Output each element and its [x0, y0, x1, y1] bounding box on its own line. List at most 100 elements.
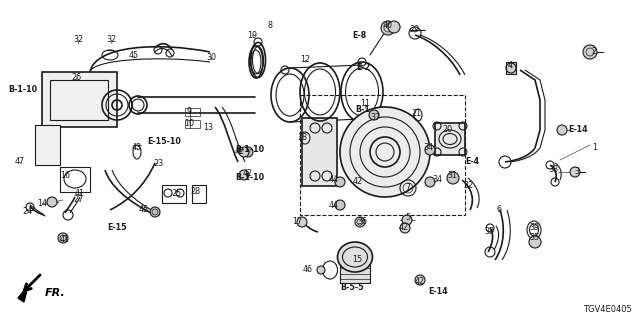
Bar — [340, 265, 370, 283]
Circle shape — [243, 147, 253, 157]
Circle shape — [415, 275, 425, 285]
Bar — [42, 72, 117, 127]
Text: 6: 6 — [497, 204, 502, 213]
Text: E-14: E-14 — [428, 286, 447, 295]
Circle shape — [297, 217, 307, 227]
Text: 15: 15 — [352, 255, 362, 265]
Text: 34: 34 — [432, 175, 442, 185]
Text: 3: 3 — [575, 167, 579, 177]
Text: 31: 31 — [447, 172, 457, 180]
Text: 25: 25 — [172, 188, 182, 197]
Bar — [60, 167, 90, 192]
Circle shape — [47, 197, 57, 207]
Text: 7: 7 — [405, 183, 411, 193]
Text: 1: 1 — [593, 143, 598, 153]
Bar — [300, 95, 465, 215]
Polygon shape — [18, 286, 28, 302]
Text: 34: 34 — [423, 143, 433, 153]
Text: 40: 40 — [383, 21, 393, 30]
Text: 36: 36 — [357, 218, 367, 227]
Bar — [192, 185, 206, 203]
Text: 17: 17 — [292, 218, 302, 227]
Text: 47: 47 — [15, 157, 25, 166]
Text: 22: 22 — [464, 180, 474, 189]
Text: 32: 32 — [73, 36, 83, 44]
Text: E-2: E-2 — [356, 63, 371, 73]
Text: 21: 21 — [411, 108, 421, 117]
Text: B-1: B-1 — [355, 106, 370, 115]
Circle shape — [529, 236, 541, 248]
Text: 43: 43 — [132, 143, 142, 153]
Text: 19: 19 — [247, 30, 257, 39]
Circle shape — [355, 217, 365, 227]
Text: 32: 32 — [106, 36, 116, 44]
Bar — [50, 80, 108, 120]
Text: 5: 5 — [405, 213, 411, 222]
Text: 2: 2 — [591, 47, 596, 57]
Text: 29: 29 — [409, 26, 419, 35]
Text: 39: 39 — [529, 223, 539, 233]
Circle shape — [239, 170, 249, 180]
Text: 13: 13 — [203, 123, 213, 132]
Circle shape — [402, 215, 412, 225]
Text: 11: 11 — [360, 100, 370, 108]
Text: 42: 42 — [415, 276, 425, 285]
Circle shape — [400, 223, 410, 233]
Circle shape — [583, 45, 597, 59]
Text: 46: 46 — [303, 266, 313, 275]
Text: E-15-10: E-15-10 — [147, 137, 181, 146]
Circle shape — [388, 21, 400, 33]
Text: 12: 12 — [300, 55, 310, 65]
Circle shape — [58, 233, 68, 243]
Bar — [435, 123, 465, 155]
Text: 45: 45 — [139, 205, 149, 214]
Bar — [185, 108, 200, 116]
Text: E-15: E-15 — [107, 223, 127, 233]
Text: 42: 42 — [235, 148, 245, 156]
Text: 42: 42 — [243, 170, 253, 179]
Text: 8: 8 — [268, 21, 273, 30]
Text: 26: 26 — [71, 74, 81, 83]
Text: 41: 41 — [60, 236, 70, 244]
Text: 37: 37 — [370, 113, 380, 122]
Text: FR.: FR. — [45, 288, 66, 298]
Text: 44: 44 — [329, 175, 339, 185]
Text: TGV4E0405: TGV4E0405 — [583, 305, 632, 314]
Text: 24: 24 — [22, 206, 32, 215]
Text: B-1-10: B-1-10 — [235, 172, 264, 181]
Bar — [35, 125, 60, 165]
Text: 23: 23 — [153, 158, 163, 167]
Text: 42: 42 — [399, 223, 409, 233]
Text: 41: 41 — [75, 188, 85, 197]
Text: 10: 10 — [184, 119, 194, 129]
Circle shape — [317, 266, 325, 274]
Text: E-14: E-14 — [568, 124, 588, 133]
Circle shape — [335, 200, 345, 210]
Circle shape — [557, 125, 567, 135]
Text: E-4: E-4 — [465, 156, 479, 165]
Text: 4: 4 — [508, 60, 513, 69]
Text: 20: 20 — [442, 124, 452, 133]
Circle shape — [570, 167, 580, 177]
Text: B-1-10: B-1-10 — [8, 84, 37, 93]
Text: 38: 38 — [548, 165, 558, 174]
Text: 42: 42 — [353, 178, 363, 187]
Text: 28: 28 — [190, 188, 200, 196]
Text: E-8: E-8 — [352, 30, 366, 39]
Text: 35: 35 — [529, 234, 539, 243]
Bar — [162, 185, 186, 203]
Text: 9: 9 — [186, 107, 191, 116]
Ellipse shape — [337, 242, 372, 272]
Circle shape — [335, 177, 345, 187]
Circle shape — [369, 110, 379, 120]
Text: B-1-10: B-1-10 — [235, 146, 264, 155]
Text: B-5-5: B-5-5 — [340, 283, 364, 292]
Ellipse shape — [340, 107, 430, 197]
Circle shape — [150, 207, 160, 217]
Text: 30: 30 — [206, 52, 216, 61]
Bar — [185, 120, 200, 128]
Text: 14: 14 — [37, 199, 47, 209]
Circle shape — [381, 21, 395, 35]
Text: 45: 45 — [129, 51, 139, 60]
Text: 44: 44 — [329, 201, 339, 210]
